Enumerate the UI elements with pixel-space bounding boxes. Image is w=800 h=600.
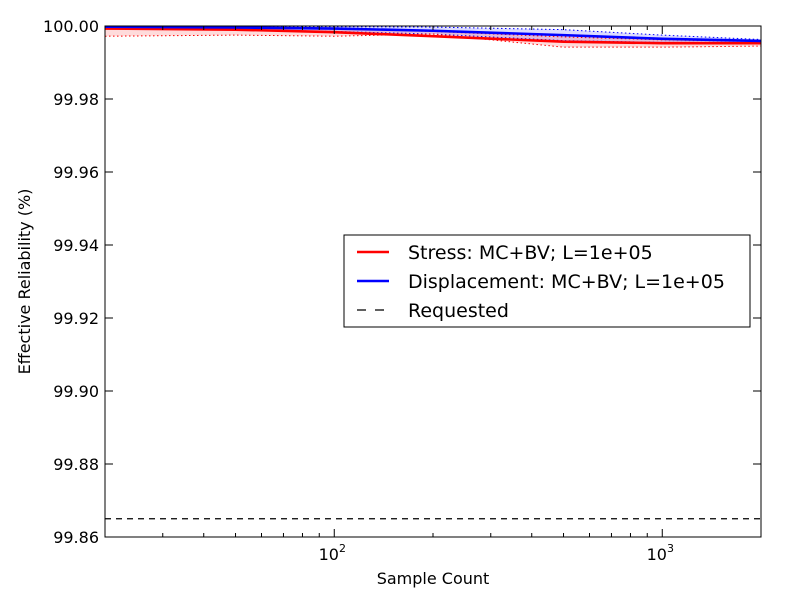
- y-tick-label: 99.96: [53, 163, 99, 182]
- y-tick-label: 99.92: [53, 309, 99, 328]
- y-tick-label: 99.94: [53, 236, 99, 255]
- y-tick-label: 99.86: [53, 528, 99, 547]
- axes: 99.86 99.88 99.90 99.92 99.94 99.96 99.98 100.0…: [15, 17, 762, 588]
- x-tick-label: 103: [647, 542, 674, 564]
- x-tick-label: 102: [319, 542, 346, 564]
- x-axis-label: Sample Count: [377, 569, 490, 588]
- legend-entry-requested-label: Requested: [408, 300, 509, 322]
- y-tick-label: 99.88: [53, 455, 99, 474]
- legend-entry-displacement-label: Displacement: MC+BV; L=1e+05: [408, 271, 725, 293]
- plot-area: [105, 26, 761, 520]
- y-axis-label: Effective Reliability (%): [15, 189, 34, 375]
- legend: Stress: MC+BV; L=1e+05 Displacement: MC+B…: [343, 234, 751, 328]
- y-tick-label: 100.00: [43, 17, 99, 36]
- legend-box: [343, 234, 751, 328]
- legend-entry-stress-label: Stress: MC+BV; L=1e+05: [408, 242, 653, 264]
- y-tick-label: 99.90: [53, 382, 99, 401]
- band-lower-stress: [105, 33, 761, 48]
- y-tick-label: 99.98: [53, 90, 99, 109]
- plot-clipped-group: [105, 26, 761, 520]
